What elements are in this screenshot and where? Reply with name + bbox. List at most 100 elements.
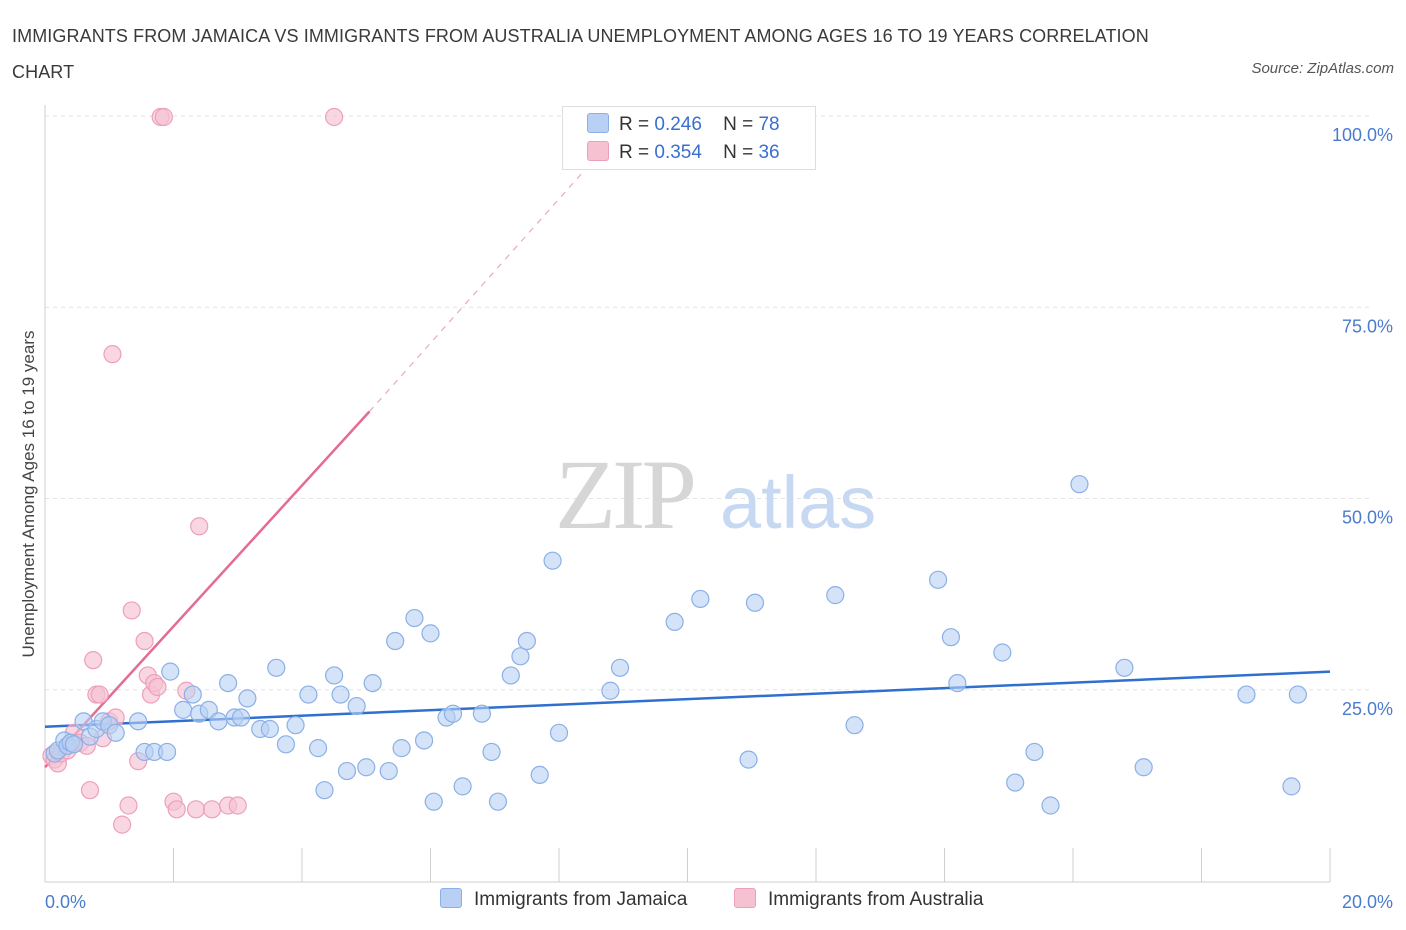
jamaica-point [64, 735, 84, 754]
source-label: Source: ZipAtlas.com [1251, 60, 1394, 77]
x-tick-label: 0.0% [45, 892, 86, 912]
jamaica-point [1006, 773, 1025, 792]
australia-legend-swatch [734, 888, 756, 908]
jamaica-point [424, 792, 443, 811]
australia-trend-line [44, 410, 371, 769]
jamaica-point [601, 681, 620, 700]
chart-title: IMMIGRANTS FROM JAMAICA VS IMMIGRANTS FR… [12, 26, 1149, 82]
jamaica-point [610, 658, 630, 677]
x-tick-label: 20.0% [1342, 892, 1393, 912]
watermark-zip: ZIP [555, 439, 693, 550]
jamaica-point [260, 719, 279, 739]
jamaica-point [453, 777, 472, 796]
stats-legend: R = 0.246 N = 78 R = 0.354 N = 36 [562, 106, 816, 170]
jamaica-point [392, 739, 411, 758]
bottom-legend-australia: Immigrants from Australia [734, 888, 983, 911]
jamaica-point [347, 696, 366, 716]
bottom-legend-jamaica: Immigrants from Jamaica [440, 888, 687, 911]
jamaica-point [1134, 758, 1153, 777]
jamaica-point [530, 765, 549, 785]
jamaica-points [45, 475, 1307, 815]
jamaica-point [745, 593, 765, 612]
australia-point [228, 796, 247, 815]
jamaica-point [543, 551, 562, 570]
legend-row-jamaica: R = 0.246 N = 78 [587, 113, 780, 137]
jamaica-point [106, 723, 125, 742]
jamaica-point [157, 742, 177, 762]
jamaica-point [1115, 658, 1134, 677]
australia-point [90, 685, 109, 704]
jamaica-r-value: 0.246 [654, 114, 702, 135]
legend-r-label: R = [619, 114, 650, 135]
jamaica-point [231, 708, 251, 727]
legend-row-australia: R = 0.354 N = 36 [587, 141, 780, 165]
jamaica-point [549, 723, 569, 742]
jamaica-point [691, 589, 710, 609]
jamaica-point [386, 631, 405, 651]
jamaica-point [443, 704, 463, 723]
jamaica-point [379, 761, 398, 781]
jamaica-swatch [587, 113, 609, 133]
australia-points [42, 107, 344, 834]
jamaica-n-value: 78 [758, 114, 780, 135]
jamaica-point [993, 643, 1012, 662]
australia-n-value: 36 [758, 142, 780, 163]
australia-point [154, 107, 173, 127]
jamaica-point [299, 685, 318, 704]
jamaica-point [129, 712, 148, 731]
jamaica-point [845, 716, 864, 735]
y-axis-label: Unemployment Among Ages 16 to 19 years [19, 331, 38, 658]
jamaica-point [209, 712, 228, 731]
jamaica-legend-swatch [440, 888, 462, 908]
jamaica-point [219, 673, 238, 693]
jamaica-point [267, 658, 286, 677]
australia-trend-extension [369, 162, 592, 412]
australia-r-value: 0.354 [654, 142, 702, 163]
jamaica-point [941, 628, 961, 647]
jamaica-point [1288, 685, 1307, 704]
legend-n-label: N = [723, 142, 754, 163]
australia-swatch [587, 141, 609, 161]
tick-labels: 25.0% 50.0% 75.0% 100.0% 0.0% 20.0% [45, 125, 1393, 912]
jamaica-point [276, 735, 296, 754]
jamaica-point [414, 731, 434, 750]
australia-point [122, 601, 141, 620]
jamaica-point [1282, 777, 1301, 796]
jamaica-point [161, 662, 180, 681]
jamaica-point [308, 739, 328, 758]
y-tick-label: 75.0% [1342, 316, 1393, 336]
jamaica-point [337, 761, 357, 781]
legend-r-label: R = [619, 142, 650, 163]
y-tick-label: 25.0% [1342, 699, 1393, 719]
australia-point [186, 800, 206, 819]
watermark: ZIP atlas [555, 439, 876, 550]
australia-point [148, 677, 167, 697]
jamaica-point [357, 758, 376, 777]
australia-point [112, 815, 132, 834]
jamaica-legend-label: Immigrants from Jamaica [474, 889, 688, 910]
australia-point [119, 796, 138, 815]
jamaica-point [517, 631, 536, 651]
jamaica-point [405, 608, 424, 628]
jamaica-point [928, 570, 948, 589]
jamaica-point [1041, 796, 1060, 815]
jamaica-point [363, 673, 382, 693]
jamaica-point [511, 647, 530, 666]
jamaica-point [174, 700, 193, 719]
jamaica-point [948, 673, 967, 693]
jamaica-point [1237, 685, 1256, 704]
jamaica-point [488, 792, 508, 811]
legend-n-label: N = [723, 114, 754, 135]
australia-point [325, 107, 344, 127]
australia-point [84, 651, 103, 670]
jamaica-point [325, 666, 344, 685]
y-tick-label: 50.0% [1342, 508, 1393, 528]
jamaica-point [826, 586, 845, 605]
australia-point [190, 517, 209, 536]
grid-lines [45, 115, 1370, 691]
jamaica-point [1025, 742, 1044, 762]
watermark-atlas: atlas [720, 461, 876, 544]
jamaica-point [183, 685, 202, 704]
australia-point [202, 800, 222, 819]
y-tick-label: 100.0% [1332, 125, 1393, 145]
